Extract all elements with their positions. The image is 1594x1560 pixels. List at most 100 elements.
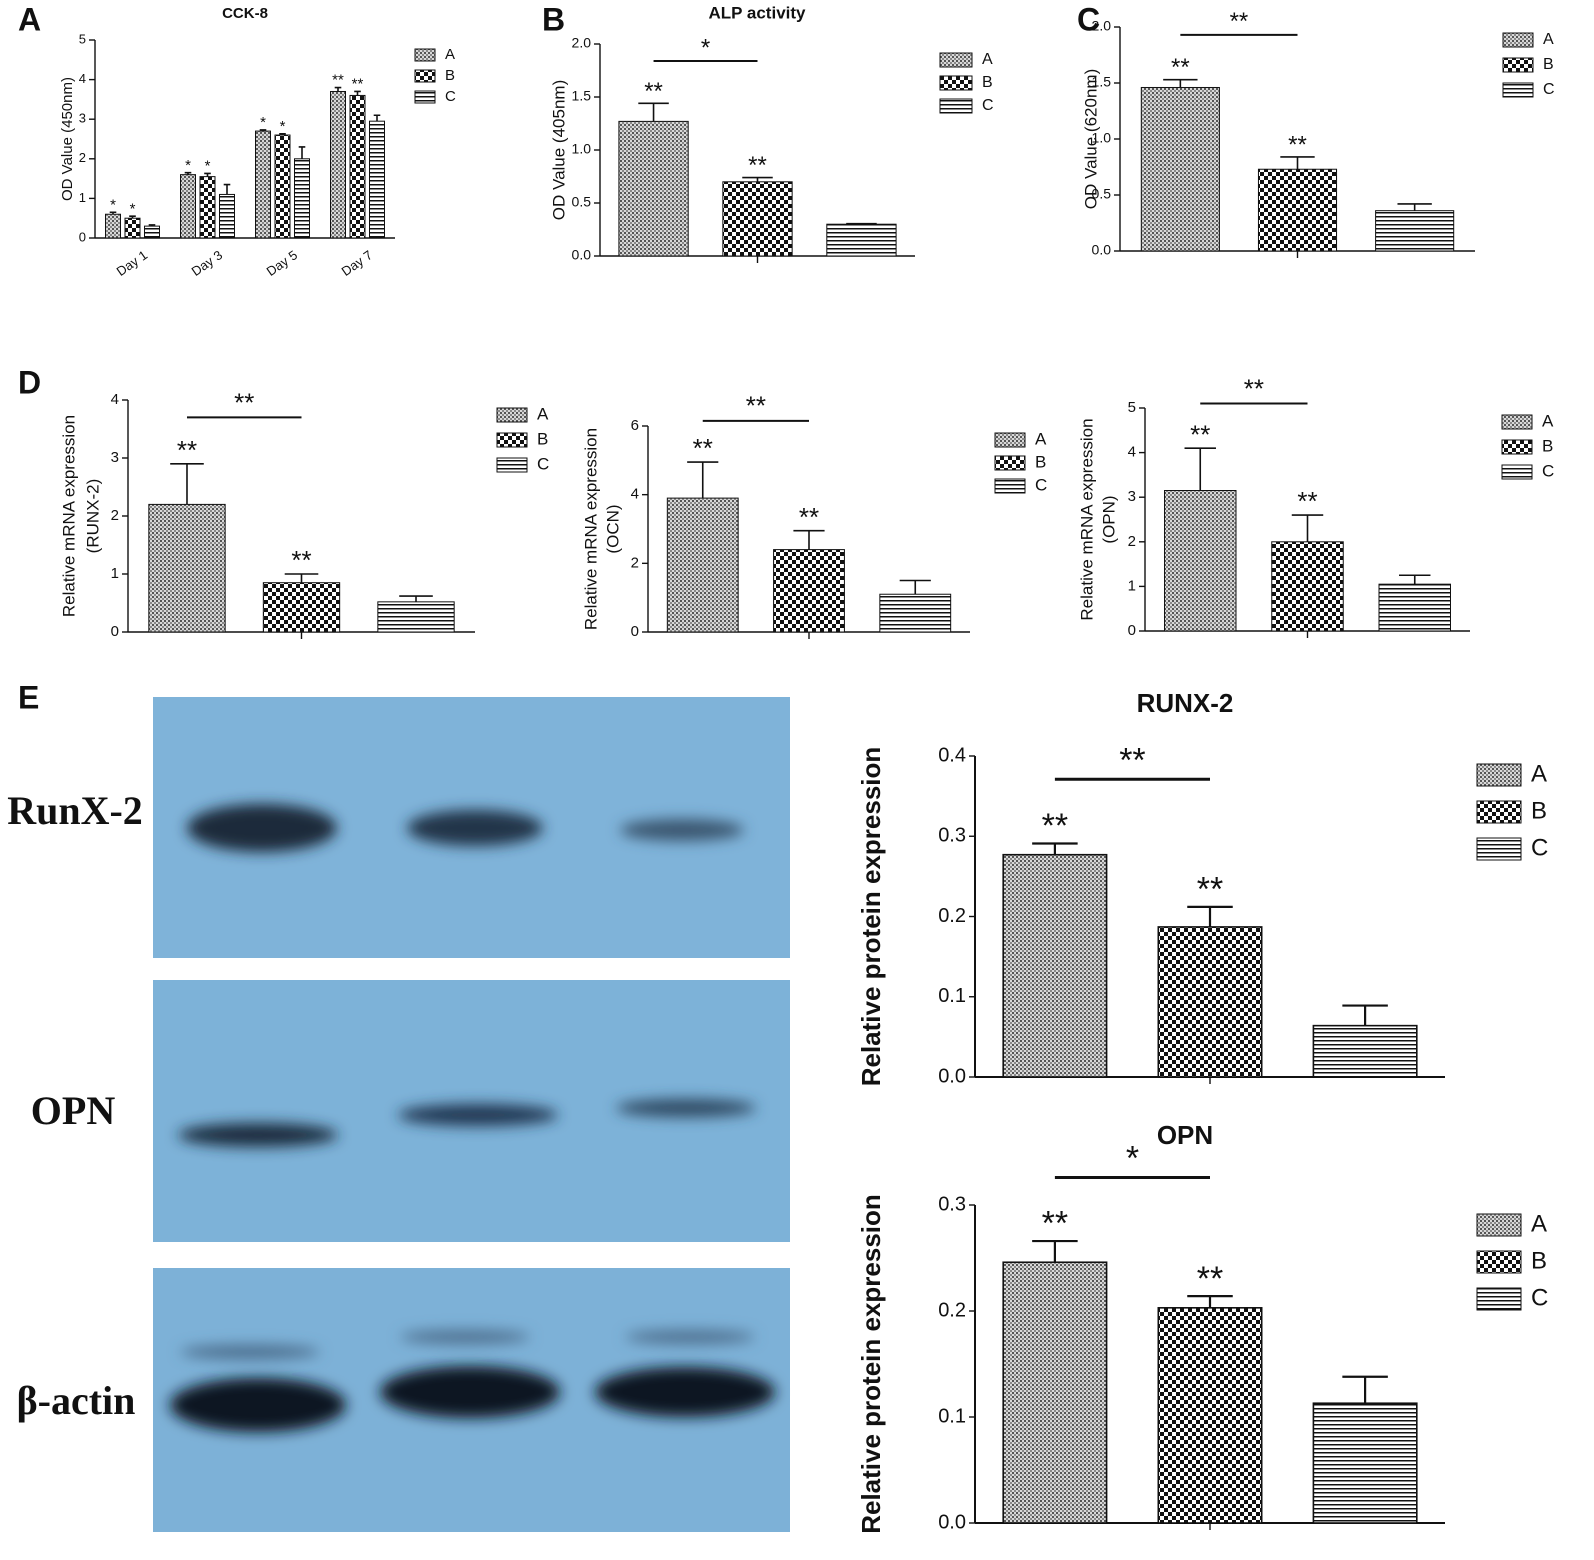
y-tick-label: 0 — [79, 229, 86, 244]
y-tick-label: 3 — [1128, 488, 1136, 505]
error-bar — [279, 133, 286, 136]
panel-label: E — [18, 679, 39, 715]
chart-title: OPN — [1157, 1120, 1213, 1150]
legend-label: B — [1542, 436, 1553, 455]
y-tick-label: 0.5 — [1092, 186, 1112, 202]
error-bar — [1399, 574, 1431, 585]
blot-label: β-actin — [17, 1378, 136, 1423]
error-bar — [1291, 514, 1324, 542]
significance-label: ** — [799, 502, 819, 532]
y-tick-label: 0 — [1128, 622, 1136, 639]
error-bar — [109, 211, 117, 215]
legend-label: C — [537, 454, 549, 473]
y-tick-label: 2 — [631, 554, 639, 571]
significance-label: ** — [1042, 807, 1068, 845]
legend-swatch — [994, 432, 1026, 448]
y-axis-label: OD Value (405nm) — [549, 80, 568, 220]
significance-label: ** — [1197, 871, 1223, 909]
legend-label: B — [445, 67, 455, 84]
y-axis-label: OD Value (620nm) — [1081, 69, 1100, 209]
legend-label: B — [537, 429, 548, 448]
legend-swatch — [496, 457, 528, 473]
error-bar — [334, 86, 342, 92]
y-tick-label: 0.3 — [938, 1193, 966, 1215]
error-bar — [259, 129, 267, 132]
error-bar-line — [1187, 1295, 1233, 1308]
legend-label: A — [1531, 760, 1547, 787]
legend-label: B — [1531, 797, 1547, 824]
bracket-label: ** — [746, 391, 766, 421]
error-bar — [1187, 1295, 1233, 1308]
error-bar-line — [399, 595, 433, 602]
bar — [773, 549, 845, 633]
error-bar — [1187, 905, 1233, 927]
error-bar-line — [1342, 1375, 1388, 1404]
chart: E RUNX-2 Relative protein expression 0.0 0.1… — [18, 679, 1548, 1087]
error-bar-line — [354, 90, 361, 96]
legend-label: A — [1035, 429, 1047, 448]
x-tick-label: Day 3 — [189, 247, 225, 279]
bracket-label: ** — [1119, 741, 1145, 779]
chart: B ALP activity OD Value (405nm) 0.0 0.5 1.0 1.… — [542, 1, 994, 263]
bar — [666, 497, 739, 633]
y-axis-label: Relative mRNA expression — [581, 428, 600, 630]
legend-swatch — [1476, 1250, 1522, 1274]
error-bar — [204, 172, 211, 177]
western-blot: RunX-2 OPN β-actin — [7, 697, 790, 1532]
y-tick-label: 4 — [111, 391, 119, 408]
bar — [1257, 168, 1338, 252]
bar — [148, 503, 226, 633]
error-bar-line — [334, 86, 342, 92]
error-bar — [687, 461, 719, 499]
error-bar-line — [148, 224, 156, 227]
legend-swatch — [1502, 82, 1534, 98]
error-bar-line — [1397, 203, 1432, 211]
error-bar — [1397, 203, 1432, 211]
bar — [722, 181, 793, 257]
legend-label: C — [1531, 834, 1548, 861]
legend-label: B — [1531, 1247, 1547, 1274]
bracket-label: ** — [1230, 8, 1249, 35]
bar — [294, 158, 310, 239]
error-bar-line — [279, 133, 286, 136]
significance-label: ** — [177, 435, 197, 465]
bar — [1157, 1307, 1263, 1524]
error-bar — [170, 463, 204, 505]
bracket-label: ** — [1244, 373, 1264, 403]
legend-label: A — [445, 46, 455, 63]
error-bar-line — [1184, 447, 1216, 491]
y-tick-label: 2 — [111, 507, 119, 524]
error-bar-line — [1280, 156, 1315, 170]
panel-label: B — [542, 1, 565, 37]
legend-swatch — [496, 407, 528, 423]
significance-label: * — [280, 118, 286, 135]
error-bar — [1163, 78, 1198, 88]
significance-label: ** — [1297, 486, 1317, 516]
bands — [170, 804, 775, 1432]
y-tick-label: 0.1 — [938, 1405, 966, 1427]
bracket-label: * — [1126, 1139, 1139, 1177]
y-tick-label: 5 — [1128, 399, 1136, 416]
significance-label: ** — [352, 76, 364, 93]
error-bar-line — [1032, 1239, 1078, 1263]
y-tick-label: 1 — [1128, 577, 1136, 594]
legend-label: A — [982, 51, 993, 68]
bar — [1140, 86, 1220, 252]
chart: Relative mRNA expression (OPN) 0 1 2 3 4 5 ** ** *… — [1077, 373, 1554, 639]
panel-label: A — [18, 1, 41, 37]
error-bar — [223, 183, 231, 195]
bar — [1312, 1024, 1418, 1078]
error-bar — [638, 102, 669, 122]
y-tick-label: 5 — [79, 31, 86, 46]
y-tick-label: 0.2 — [938, 905, 966, 927]
legend-swatch — [1476, 1213, 1522, 1237]
error-bar — [1280, 156, 1315, 170]
y-axis-label: (RUNX-2) — [83, 479, 102, 554]
significance-label: ** — [332, 72, 344, 89]
bar — [1312, 1402, 1418, 1524]
error-bar-line — [793, 529, 825, 550]
error-bar — [298, 146, 306, 159]
legend-label: C — [1531, 1284, 1548, 1311]
y-tick-label: 0.3 — [938, 825, 966, 847]
